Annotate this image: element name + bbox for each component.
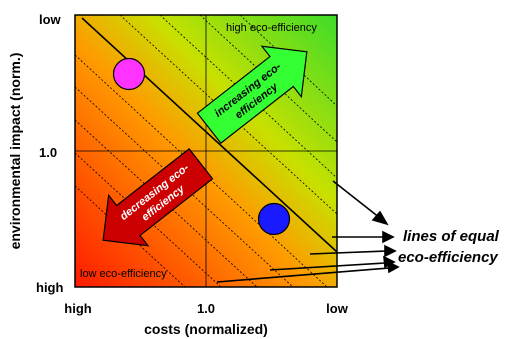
y-tick-high: high [36,280,63,295]
iso-line [75,185,186,287]
iso-line [75,54,328,287]
x-tick-high: high [64,301,91,316]
y-axis-label: environmental impact (norm.) [7,53,23,250]
main-iso-line [81,17,337,253]
iso-line [75,119,258,287]
callout-arrows [216,180,400,283]
magenta-point [112,57,146,91]
callout-line-2: eco-efficiency [398,249,498,266]
y-tick-low: low [39,12,62,27]
callout-line-1: lines of equal [403,228,500,245]
iso-line [75,86,294,287]
x-axis-label: costs (normalized) [144,321,268,337]
x-tick-mid: 1.0 [197,301,215,316]
blue-point [257,202,291,236]
iso-line [119,15,337,215]
y-tick-mid: 1.0 [39,145,57,160]
low-eco-efficiency-label: low eco-efficiency [80,268,167,280]
high-eco-efficiency-label: high eco-efficiency [226,22,317,34]
x-tick-low: low [326,301,349,316]
iso-line [75,152,222,287]
